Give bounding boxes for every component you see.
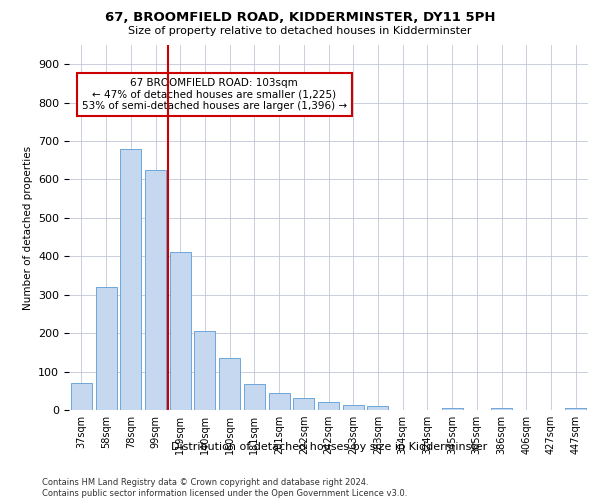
Text: Distribution of detached houses by size in Kidderminster: Distribution of detached houses by size … <box>170 442 487 452</box>
Y-axis label: Number of detached properties: Number of detached properties <box>23 146 32 310</box>
Bar <box>269 392 290 410</box>
Bar <box>71 383 92 410</box>
Bar <box>293 398 314 410</box>
Bar <box>244 384 265 410</box>
Bar <box>219 358 240 410</box>
Bar <box>442 408 463 410</box>
Bar <box>145 170 166 410</box>
Bar <box>120 148 141 410</box>
Text: Contains HM Land Registry data © Crown copyright and database right 2024.
Contai: Contains HM Land Registry data © Crown c… <box>42 478 407 498</box>
Bar <box>491 408 512 410</box>
Text: Size of property relative to detached houses in Kidderminster: Size of property relative to detached ho… <box>128 26 472 36</box>
Bar <box>170 252 191 410</box>
Text: 67, BROOMFIELD ROAD, KIDDERMINSTER, DY11 5PH: 67, BROOMFIELD ROAD, KIDDERMINSTER, DY11… <box>105 11 495 24</box>
Bar <box>95 287 116 410</box>
Bar <box>318 402 339 410</box>
Bar <box>194 331 215 410</box>
Text: 67 BROOMFIELD ROAD: 103sqm
← 47% of detached houses are smaller (1,225)
53% of s: 67 BROOMFIELD ROAD: 103sqm ← 47% of deta… <box>82 78 347 111</box>
Bar <box>565 408 586 410</box>
Bar <box>343 405 364 410</box>
Bar <box>367 406 388 410</box>
